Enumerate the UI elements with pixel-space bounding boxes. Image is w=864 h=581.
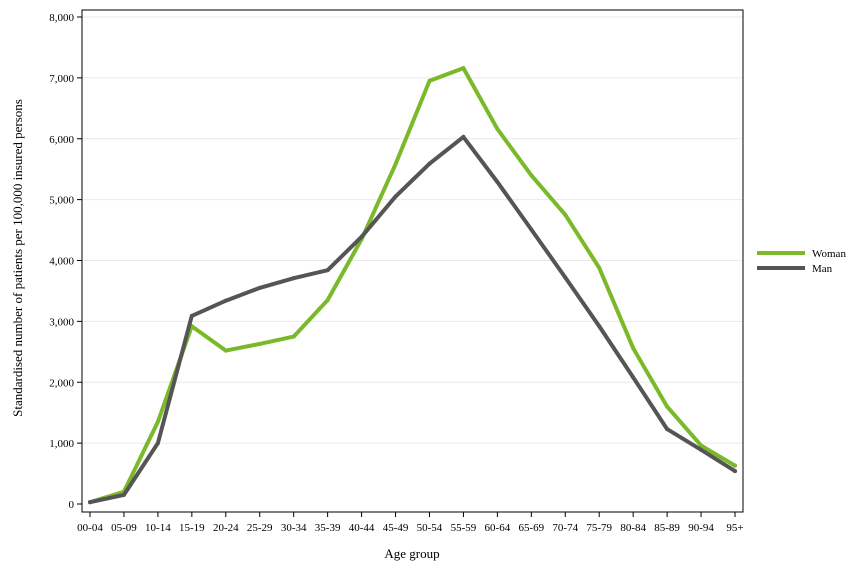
- x-tick-label: 80-84: [620, 522, 646, 534]
- x-tick-label: 60-64: [485, 522, 511, 534]
- x-axis: 00-04 05-09 10-14 15-19 20-24 25-29 30-34 35-39…: [77, 512, 744, 534]
- data-point-woman: [665, 404, 670, 409]
- data-point-man: [733, 469, 737, 474]
- y-axis: 0 1,000 2,000 3,000 4,000 5,000 6,000 7,000 8,00…: [49, 12, 82, 511]
- x-axis-title: Age group: [384, 546, 439, 561]
- y-tick-label: 1,000: [49, 438, 74, 450]
- x-tick-label: 75-79: [586, 522, 612, 534]
- x-tick-label: 10-14: [145, 522, 171, 534]
- x-tick-label: 30-34: [281, 522, 307, 534]
- y-tick-label: 7,000: [49, 73, 74, 85]
- data-point-woman: [461, 66, 466, 71]
- data-point-man: [427, 161, 432, 166]
- data-point-man: [121, 492, 126, 497]
- data-point-man: [291, 276, 296, 281]
- data-point-woman: [223, 348, 228, 353]
- x-tick-label: 05-09: [111, 522, 137, 534]
- data-point-man: [325, 268, 330, 273]
- data-point-woman: [631, 346, 636, 351]
- data-point-man: [189, 313, 194, 318]
- data-point-woman: [325, 298, 330, 303]
- data-point-man: [393, 194, 398, 199]
- y-tick-label: 3,000: [49, 316, 74, 328]
- data-point-man: [257, 285, 262, 290]
- x-tick-label: 00-04: [77, 522, 103, 534]
- x-tick-label: 15-19: [179, 522, 205, 534]
- x-tick-label: 90-94: [688, 522, 714, 534]
- data-point-woman: [257, 341, 262, 346]
- y-tick-label: 2,000: [49, 377, 74, 389]
- data-point-woman: [563, 212, 568, 217]
- data-point-woman: [699, 443, 704, 448]
- x-tick-label: 45-49: [383, 522, 409, 534]
- data-point-man: [597, 324, 602, 329]
- x-tick-label: 85-89: [654, 522, 680, 534]
- x-tick-label: 95+: [726, 522, 743, 534]
- x-tick-label: 40-44: [349, 522, 375, 534]
- legend: Woman Man: [757, 248, 846, 275]
- y-tick-label: 8,000: [49, 12, 74, 24]
- series-lines: [88, 66, 737, 505]
- data-point-woman: [427, 78, 432, 83]
- data-point-man: [155, 441, 160, 446]
- y-tick-label: 5,000: [49, 195, 74, 207]
- data-point-man: [495, 179, 500, 184]
- data-point-woman: [529, 173, 534, 178]
- legend-label-woman: Woman: [812, 248, 846, 260]
- data-point-man: [88, 500, 92, 505]
- x-tick-label: 35-39: [315, 522, 341, 534]
- data-point-man: [563, 275, 568, 280]
- data-point-man: [529, 227, 534, 232]
- data-point-man: [359, 234, 364, 239]
- data-point-woman: [495, 127, 500, 132]
- data-point-woman: [393, 162, 398, 167]
- data-point-man: [665, 427, 670, 432]
- data-point-woman: [733, 463, 737, 468]
- series-line-woman: [88, 66, 737, 505]
- data-point-woman: [291, 334, 296, 339]
- x-tick-label: 55-59: [451, 522, 477, 534]
- legend-label-man: Man: [812, 263, 833, 275]
- gridlines: [82, 16, 743, 444]
- data-point-woman: [155, 419, 160, 424]
- data-point-man: [699, 447, 704, 452]
- data-point-woman: [597, 265, 602, 270]
- y-tick-label: 4,000: [49, 256, 74, 268]
- data-point-man: [461, 134, 466, 139]
- x-tick-label: 65-69: [518, 522, 544, 534]
- series-line-man: [88, 134, 737, 505]
- x-tick-label: 20-24: [213, 522, 239, 534]
- x-tick-label: 25-29: [247, 522, 273, 534]
- y-tick-label: 0: [69, 499, 75, 511]
- x-tick-label: 70-74: [552, 522, 578, 534]
- data-point-man: [223, 298, 228, 303]
- data-point-man: [631, 375, 636, 380]
- y-tick-label: 6,000: [49, 134, 74, 146]
- y-axis-title: Standardised number of patients per 100,…: [10, 99, 25, 417]
- x-tick-label: 50-54: [417, 522, 443, 534]
